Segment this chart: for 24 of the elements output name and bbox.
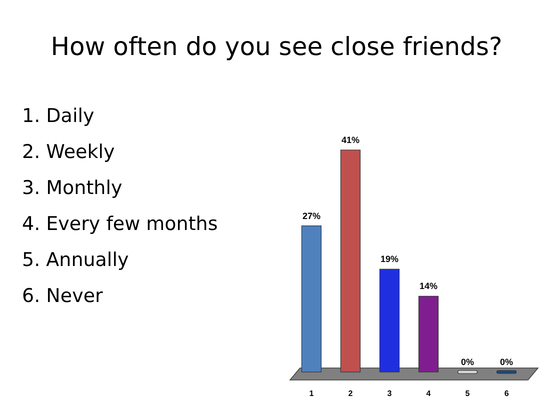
text: 2. Weekly: [22, 141, 115, 163]
bar: [379, 268, 400, 372]
x-tick-label: 5: [465, 389, 470, 398]
x-tick-label: 3: [387, 389, 392, 398]
bar: [418, 296, 439, 372]
x-tick-label: 4: [426, 389, 432, 398]
text: 5. Annually: [22, 249, 129, 271]
chart-title: How often do you see close friends?: [50, 32, 502, 61]
data-label: 0%: [500, 357, 514, 367]
text: 3. Monthly: [22, 177, 122, 199]
data-label: 27%: [302, 210, 320, 221]
bar: [340, 150, 361, 372]
data-label: 19%: [380, 254, 398, 264]
x-tick-label: 2: [348, 389, 354, 398]
bar: [301, 226, 322, 372]
text: 1. Daily: [22, 105, 94, 127]
bar: [496, 370, 517, 374]
text: 4. Every few months: [22, 213, 218, 235]
x-tick-label: 6: [504, 389, 510, 398]
x-tick-label: 1: [309, 389, 314, 398]
text: 6. Never: [22, 285, 104, 307]
data-label: 0%: [461, 357, 474, 367]
data-label: 14%: [420, 281, 438, 292]
data-label: 41%: [341, 135, 360, 145]
